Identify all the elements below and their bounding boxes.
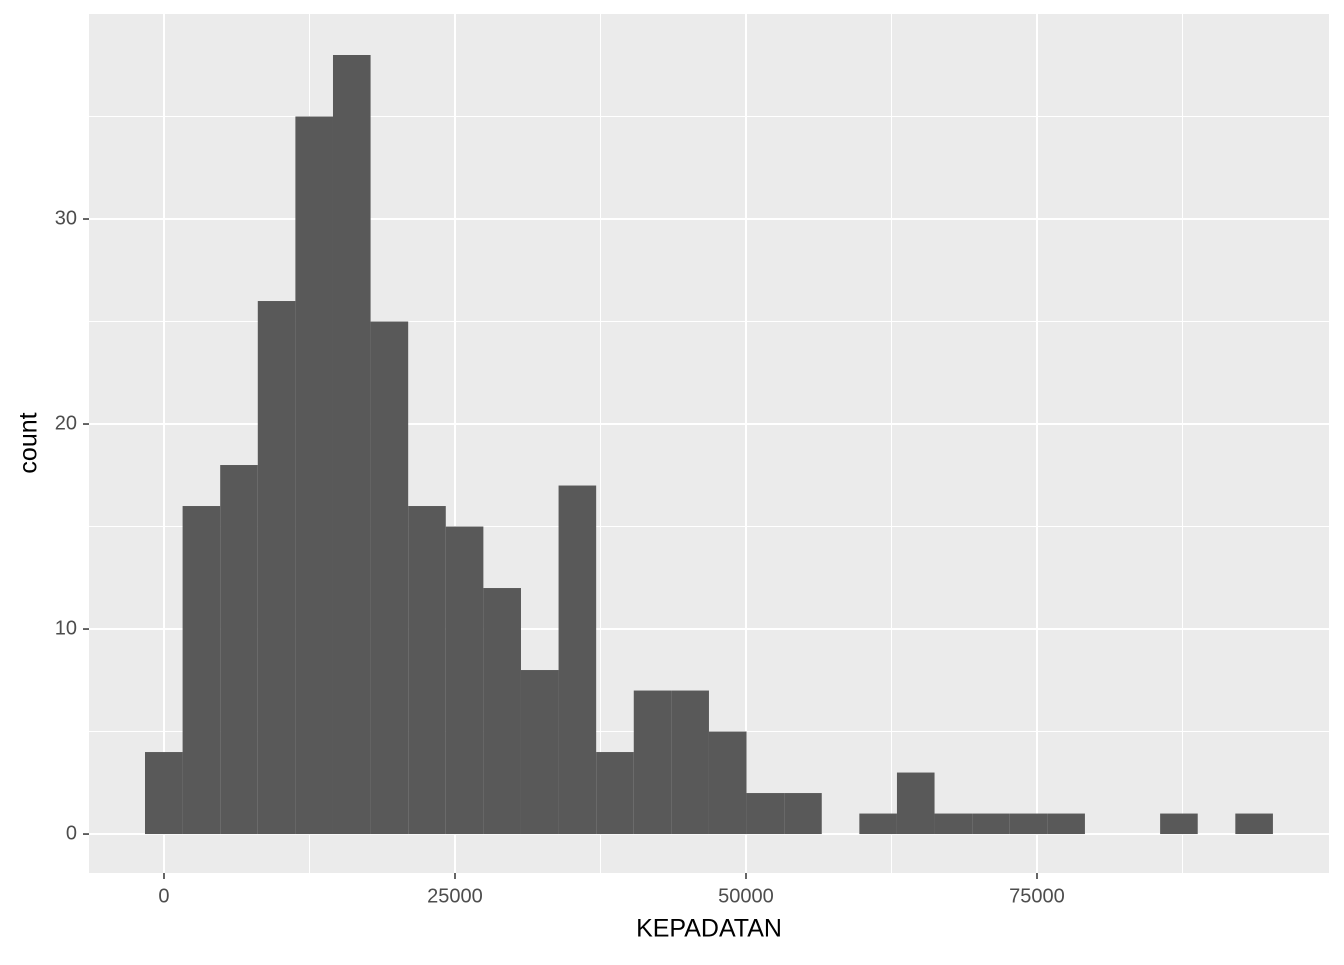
bar [1235, 813, 1273, 835]
bar [408, 506, 446, 835]
x-tick-label: 0 [158, 885, 169, 907]
bar [934, 813, 973, 835]
bar [257, 301, 296, 835]
y-tick-label: 20 [55, 412, 77, 434]
bar [295, 116, 333, 835]
bar [746, 793, 785, 835]
y-tick-label: 10 [55, 617, 77, 639]
bar [1160, 813, 1198, 835]
x-tick-label: 25000 [427, 885, 483, 907]
bar [708, 731, 747, 835]
bar [671, 690, 709, 835]
bar [520, 670, 559, 835]
x-tick-label: 75000 [1009, 885, 1065, 907]
bar [445, 526, 484, 835]
bar [859, 813, 897, 835]
bar [483, 588, 521, 835]
y-tick-label: 0 [66, 822, 77, 844]
y-axis-title: count [15, 412, 43, 473]
bar [784, 793, 822, 835]
bar [1047, 813, 1085, 835]
bar [220, 465, 258, 835]
bar [370, 321, 409, 835]
x-axis-title: KEPADATAN [636, 915, 782, 943]
bar [145, 752, 183, 835]
y-tick-label: 30 [55, 207, 77, 229]
x-tick-label: 50000 [718, 885, 774, 907]
bar [972, 813, 1010, 835]
bar [332, 55, 371, 835]
bar [596, 752, 634, 835]
bar [633, 690, 672, 835]
bar [182, 506, 221, 835]
bar [558, 485, 597, 835]
bar [1009, 813, 1048, 835]
bar [896, 772, 935, 835]
